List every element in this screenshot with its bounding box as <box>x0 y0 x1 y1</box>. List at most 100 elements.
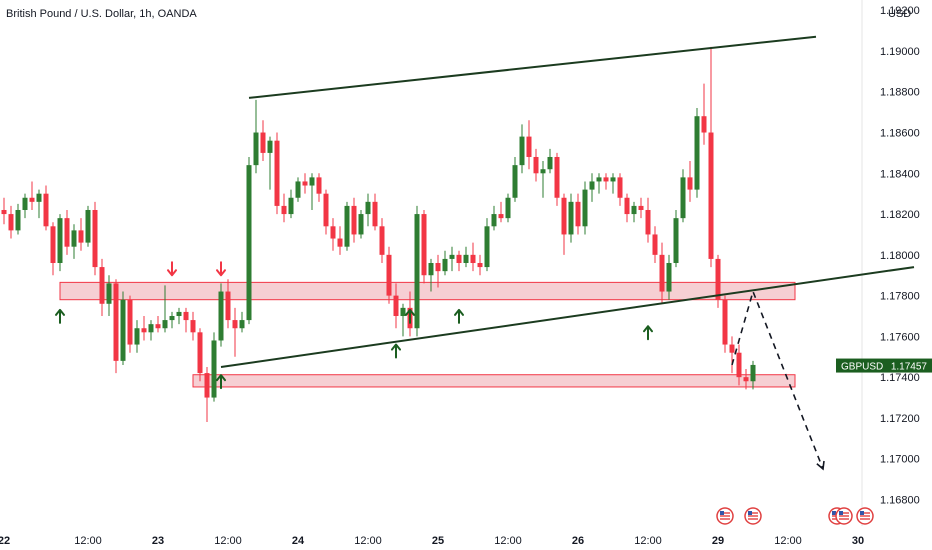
candle-body <box>197 332 203 374</box>
support-zone[interactable] <box>59 281 796 301</box>
candle-body <box>15 209 21 231</box>
candle-body <box>533 156 539 174</box>
candle-body <box>624 197 630 215</box>
candle-body <box>589 181 595 190</box>
candle-body <box>582 189 588 227</box>
candle-body <box>8 214 14 231</box>
candle-body <box>246 165 252 321</box>
candle-body <box>743 377 749 382</box>
candle-body <box>456 254 462 263</box>
candle-body <box>365 201 371 215</box>
candle-body <box>183 311 189 321</box>
candle-body <box>106 283 112 304</box>
candle-body <box>29 197 35 202</box>
y-tick-label: 1.17800 <box>880 291 920 303</box>
forecast-line[interactable] <box>731 289 824 470</box>
y-tick-label: 1.17200 <box>880 413 920 425</box>
candle-body <box>323 193 329 227</box>
lower-trendline[interactable] <box>220 266 915 368</box>
candle-body <box>211 340 217 398</box>
candle-body <box>659 254 665 292</box>
candle-body <box>239 320 245 329</box>
candle-body <box>225 291 231 321</box>
candle-body <box>71 230 77 247</box>
candle-body <box>596 177 602 182</box>
x-tick-label: 22 <box>0 535 10 547</box>
candle-body <box>274 140 280 206</box>
x-tick-label: 26 <box>572 535 584 547</box>
candle-body <box>631 205 637 215</box>
candle-body <box>715 258 721 300</box>
flag-canton <box>860 511 864 515</box>
candle-body <box>162 320 168 329</box>
candle-body <box>463 254 469 263</box>
y-tick-label: 1.17000 <box>880 454 920 466</box>
y-tick-label: 1.17400 <box>880 372 920 384</box>
candle-body <box>330 226 336 239</box>
candle-body <box>512 165 518 198</box>
time-axis[interactable]: 22 12:00 23 12:00 24 12:00 25 12:00 26 12:00 29 12:… <box>0 535 864 547</box>
candle-body <box>547 156 553 170</box>
candle-body <box>372 201 378 227</box>
candlestick-series <box>1 46 756 423</box>
candle-body <box>85 209 91 243</box>
candle-body <box>57 218 63 263</box>
currency-label: USD <box>888 8 911 20</box>
y-tick-label: 1.18600 <box>880 128 920 140</box>
up-arrow <box>216 374 226 390</box>
candle-body <box>78 230 84 243</box>
candle-body <box>155 324 161 329</box>
price-tag-symbol: GBPUSD <box>841 362 883 373</box>
candle-body <box>190 320 196 333</box>
candle-body <box>302 181 308 186</box>
trendlines[interactable] <box>220 35 915 368</box>
candle-body <box>470 254 476 263</box>
upper-trendline[interactable] <box>248 35 817 99</box>
x-tick-label: 12:00 <box>774 535 802 547</box>
x-tick-label: 23 <box>152 535 164 547</box>
candle-body <box>148 324 154 333</box>
candle-body <box>176 311 182 317</box>
forecast-arrowhead <box>816 460 825 471</box>
y-tick-label: 1.19200 <box>880 5 920 17</box>
event-badges[interactable] <box>716 507 874 525</box>
candle-body <box>736 352 742 378</box>
candle-body <box>491 214 497 227</box>
down-arrow <box>216 261 226 277</box>
x-tick-label: 12:00 <box>354 535 382 547</box>
candle-body <box>435 263 441 272</box>
forecast-path[interactable] <box>731 289 825 471</box>
candle-body <box>204 373 210 398</box>
candle-body <box>526 136 532 157</box>
y-tick-label: 1.19000 <box>880 46 920 58</box>
support-zones[interactable] <box>59 281 796 388</box>
candle-body <box>50 226 56 263</box>
candle-body <box>428 263 434 276</box>
price-axis[interactable]: 1.19200 1.19000 1.18800 1.18600 1.18400 1.182… <box>880 5 920 506</box>
candle-body <box>708 132 714 259</box>
candle-body <box>92 209 98 268</box>
x-tick-label: 12:00 <box>634 535 662 547</box>
y-tick-label: 1.18400 <box>880 168 920 180</box>
candle-body <box>295 181 301 198</box>
candle-body <box>127 299 133 345</box>
x-tick-label: 12:00 <box>214 535 242 547</box>
candle-body <box>687 177 693 190</box>
candle-body <box>113 283 119 361</box>
x-tick-label: 12:00 <box>494 535 522 547</box>
candle-body <box>694 116 700 190</box>
candle-body <box>267 140 273 153</box>
candle-body <box>421 214 427 276</box>
up-arrow <box>405 308 415 324</box>
chart-title: British Pound / U.S. Dollar, 1h, OANDA <box>6 8 197 20</box>
flag-canton <box>748 511 752 515</box>
flag-canton <box>839 511 843 515</box>
up-arrow <box>55 308 65 324</box>
flag-canton <box>832 511 836 515</box>
support-zone[interactable] <box>192 374 796 388</box>
candle-body <box>414 214 420 329</box>
candle-body <box>281 205 287 215</box>
candle-body <box>309 177 315 186</box>
